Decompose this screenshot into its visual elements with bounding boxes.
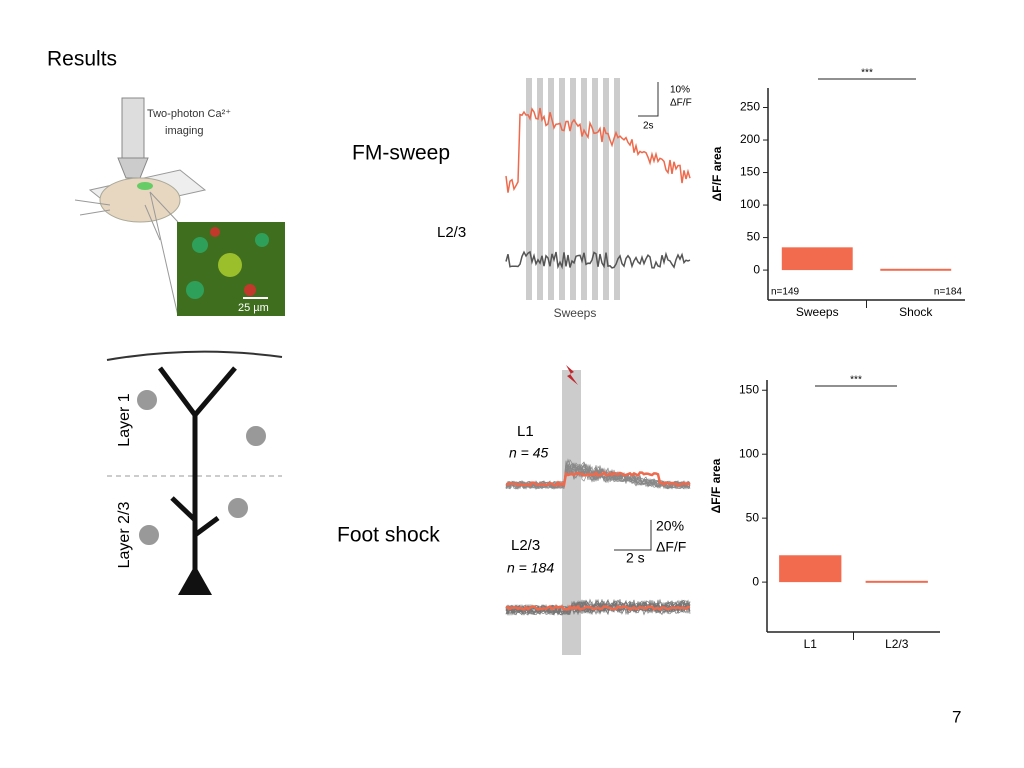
significance-label: *** — [850, 375, 862, 386]
foot-shock-label: Foot shock — [337, 524, 440, 547]
x-tick-label: L1 — [804, 637, 818, 651]
y-tick-label: 50 — [747, 230, 761, 244]
y-tick-label: 0 — [752, 574, 759, 588]
scale-label: 2s — [643, 121, 654, 132]
scale-label: ΔF/F — [670, 98, 692, 109]
stimulus-bar — [614, 78, 620, 300]
stimulus-bar — [526, 78, 532, 300]
traces: 10% ΔF/F 2s Sweeps L1 n = 45 L2/3 n = 18… — [507, 82, 692, 576]
fm-sweep-label: FM-sweep — [352, 142, 450, 165]
bar — [779, 555, 842, 583]
y-tick-label: 100 — [740, 197, 760, 211]
x-tick-label: Shock — [899, 305, 933, 319]
bar — [880, 268, 952, 271]
stimulus-bar — [592, 78, 598, 300]
stimulus-bar — [562, 370, 581, 655]
trace — [505, 470, 691, 488]
layer-label: Layer 1 — [116, 393, 133, 446]
neuron-illustration: Layer 1 Layer 2/3 — [106, 350, 283, 595]
trace-label: L2/3 — [511, 537, 540, 554]
scale-label: 10% — [670, 85, 690, 96]
scale-label: 2 s — [626, 550, 645, 566]
l23-label: L2/3 — [437, 224, 466, 241]
y-tick-label: 150 — [739, 382, 759, 396]
y-tick-label: 200 — [740, 132, 760, 146]
y-axis-label: ΔF/F area — [709, 458, 723, 513]
annotation: n=184 — [934, 287, 963, 298]
stimulus-bar — [581, 78, 587, 300]
scale-label: ΔF/F — [656, 539, 686, 555]
bar — [865, 580, 928, 583]
y-axis-label: ΔF/F area — [710, 146, 724, 201]
y-tick-label: 150 — [740, 165, 760, 179]
stimulus-bar — [559, 78, 565, 300]
trace — [505, 604, 691, 611]
trace-label: L1 — [517, 423, 534, 440]
stimulus-bar — [537, 78, 543, 300]
page-number: 7 — [952, 707, 961, 726]
trace-n: n = 45 — [509, 445, 549, 461]
y-tick-label: 100 — [739, 446, 759, 460]
imaging-illustration: Two-photon Ca²⁺ imaging 25 µm — [74, 97, 285, 317]
layer-label: Layer 2/3 — [116, 502, 133, 569]
annotation: n=149 — [771, 287, 800, 298]
scale-bar-label: 25 µm — [238, 302, 269, 314]
scale-label: 20% — [656, 518, 684, 534]
stimulus-bar — [548, 78, 554, 300]
y-tick-label: 250 — [740, 100, 760, 114]
bar — [781, 247, 853, 271]
shock-icon — [566, 365, 578, 385]
y-tick-label: 0 — [753, 262, 760, 276]
imaging-caption: imaging — [165, 125, 204, 137]
imaging-caption: Two-photon Ca²⁺ — [147, 108, 231, 120]
trace-n: n = 184 — [507, 560, 554, 576]
slide-title: Results — [47, 48, 117, 71]
trace — [505, 107, 691, 193]
trace — [505, 250, 691, 270]
stimulus-bar — [570, 78, 576, 300]
significance-label: *** — [861, 68, 873, 79]
trace — [505, 463, 691, 490]
stimulus-label: Sweeps — [554, 306, 597, 320]
trace — [505, 598, 691, 615]
trace — [505, 599, 691, 616]
x-tick-label: L2/3 — [885, 637, 909, 651]
stimulus-bar — [603, 78, 609, 300]
y-tick-label: 50 — [746, 510, 760, 524]
x-tick-label: Sweeps — [796, 305, 839, 319]
